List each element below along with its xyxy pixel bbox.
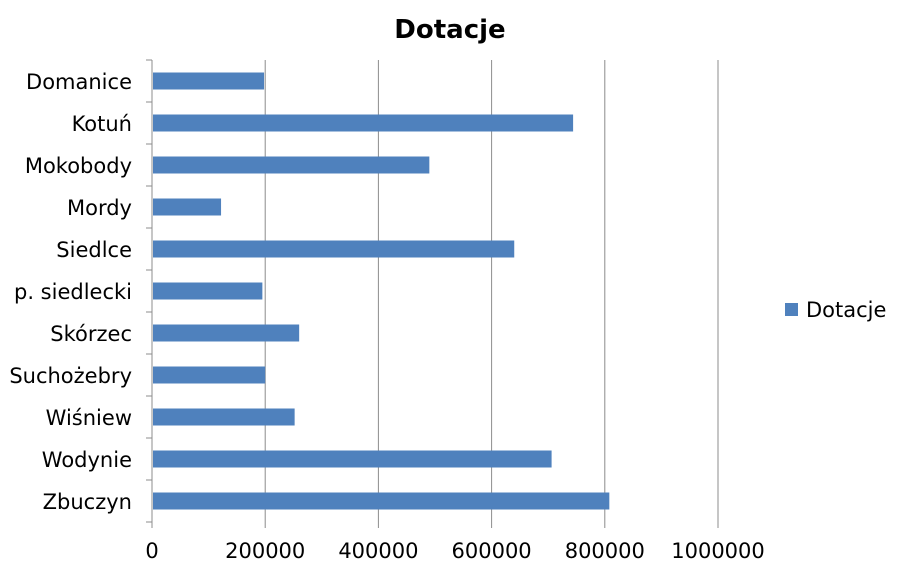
bar (153, 156, 430, 174)
legend-swatch (785, 303, 798, 316)
legend-label: Dotacje (806, 298, 886, 322)
bar (153, 450, 552, 468)
bars (153, 72, 610, 510)
bar (153, 324, 300, 342)
category-label: Kotuń (72, 112, 132, 136)
bar (153, 408, 295, 426)
category-label: Mokobody (25, 154, 132, 178)
bar (153, 492, 610, 510)
x-tick-label: 600000 (452, 539, 532, 563)
category-label: Wiśniew (46, 406, 132, 430)
bar (153, 282, 263, 300)
bar (153, 72, 265, 90)
category-label: Wodynie (42, 448, 132, 472)
category-label: Siedlce (56, 238, 132, 262)
gridlines (264, 60, 719, 522)
x-tick-labels: 0 200000 400000 600000 800000 1000000 (145, 539, 764, 563)
x-tick-label: 200000 (225, 539, 305, 563)
bar (153, 198, 222, 216)
legend: Dotacje (785, 298, 886, 322)
bar (153, 366, 266, 384)
x-tick-label: 800000 (565, 539, 645, 563)
category-labels: Domanice Kotuń Mokobody Mordy Siedlce p. sied… (9, 70, 132, 514)
bar (153, 114, 574, 132)
axes (146, 59, 719, 528)
category-label: Suchożebry (9, 364, 132, 388)
category-label: Mordy (67, 196, 132, 220)
category-label: Domanice (26, 70, 132, 94)
category-label: Zbuczyn (43, 490, 132, 514)
category-label: Skórzec (50, 322, 132, 346)
x-tick-label: 400000 (338, 539, 418, 563)
chart-title: Dotacje (394, 15, 505, 45)
x-tick-label: 1000000 (671, 539, 765, 563)
bar (153, 240, 515, 258)
x-tick-label: 0 (145, 539, 158, 563)
category-label: p. siedlecki (14, 280, 132, 304)
